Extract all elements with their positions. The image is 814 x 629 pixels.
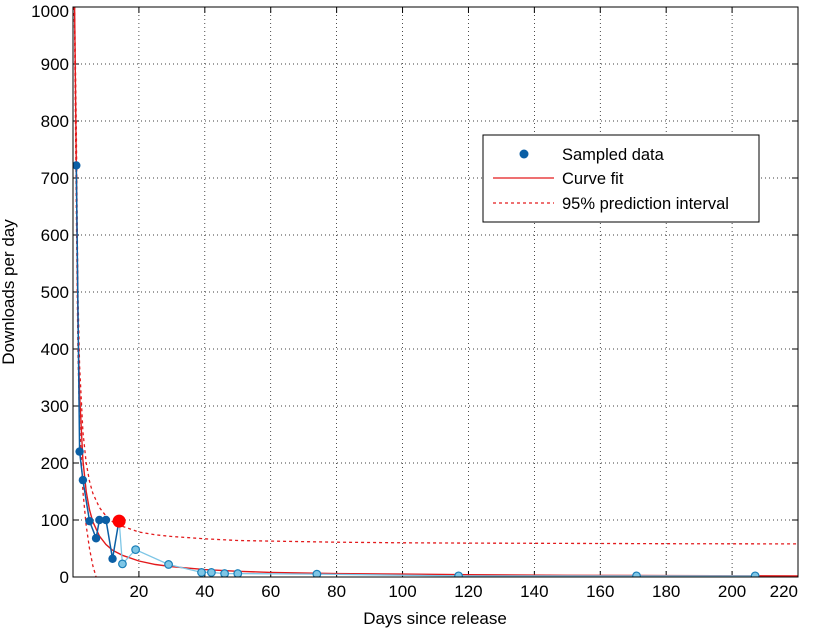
trailing-data-point: [220, 569, 229, 577]
legend-sampled-label: Sampled data: [562, 146, 665, 164]
legend: Sampled data Curve fit 95% prediction in…: [482, 134, 760, 223]
x-tick-label: 80: [327, 582, 346, 601]
x-axis-label: Days since release: [363, 609, 507, 628]
trailing-data-point: [632, 571, 641, 577]
x-tick-label: 20: [129, 582, 148, 601]
y-tick-label: 1000: [31, 2, 69, 21]
y-tick-label: 0: [60, 568, 69, 587]
y-tick-label: 900: [41, 55, 69, 74]
legend-sampled-marker: [519, 149, 529, 159]
y-tick-label: 500: [41, 283, 69, 302]
y-tick-label: 100: [41, 511, 69, 530]
trailing-data-point: [164, 560, 173, 569]
trailing-data-point: [233, 569, 243, 577]
x-tick-label: 220: [770, 582, 798, 601]
tick-labels: 20 40 60 80 100 120 140 160 180 200 220 0 100 200 300 4…: [31, 2, 798, 601]
sampled-data-point: [85, 516, 94, 526]
highlight-point: [112, 514, 126, 528]
trailing-data-point: [118, 559, 127, 569]
x-tick-label: 40: [195, 582, 214, 601]
prediction-lower-line: [73, 7, 97, 577]
x-tick-label: 160: [586, 582, 614, 601]
sampled-data-point: [91, 534, 101, 543]
legend-interval-label: 95% prediction interval: [562, 195, 729, 213]
y-tick-label: 800: [41, 112, 69, 131]
legend-fit-label: Curve fit: [562, 170, 624, 188]
trailing-data-point: [207, 568, 216, 577]
sampled-data-point: [75, 447, 84, 456]
x-tick-label: 60: [261, 582, 280, 601]
y-tick-label: 300: [41, 397, 69, 416]
trailing-data-point: [197, 568, 206, 577]
y-axis-label: Downloads per day: [0, 219, 18, 365]
y-tick-label: 700: [41, 169, 69, 188]
y-tick-label: 600: [41, 226, 69, 245]
y-tick-label: 200: [41, 454, 69, 473]
trailing-data-point: [750, 571, 760, 577]
x-tick-label: 120: [454, 582, 482, 601]
sampled-data-point: [108, 554, 117, 563]
sampled-data-point: [78, 475, 88, 485]
x-tick-label: 140: [520, 582, 548, 601]
sampled-data-point: [73, 161, 81, 170]
trailing-data-point: [131, 545, 141, 555]
y-tick-label: 400: [41, 340, 69, 359]
sampled-data-point: [101, 515, 111, 525]
x-tick-label: 200: [718, 582, 746, 601]
trailing-data-point: [454, 571, 463, 577]
sampled-data-point: [95, 515, 104, 525]
grid: [73, 7, 798, 577]
x-tick-label: 100: [388, 582, 416, 601]
series-layer: [73, 7, 798, 577]
plot-frame: [72, 6, 799, 578]
trailing-data-point: [312, 569, 322, 577]
x-tick-label: 180: [652, 582, 680, 601]
